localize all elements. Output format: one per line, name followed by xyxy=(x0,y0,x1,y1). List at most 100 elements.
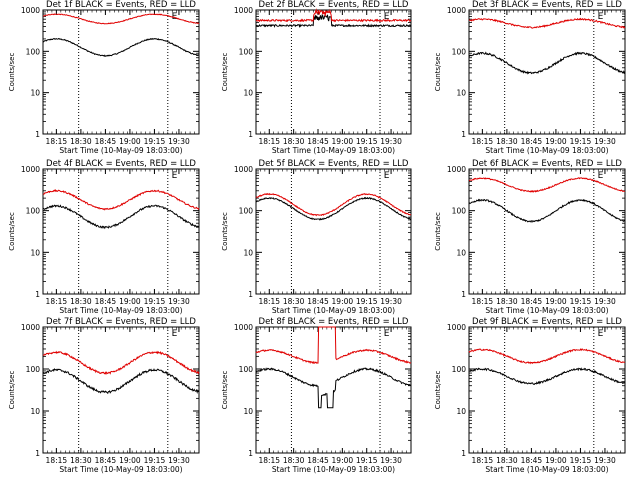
x-tick-label: 18:15 xyxy=(46,297,68,306)
y-tick-label: 1 xyxy=(461,290,466,299)
panel-title: Det 6f BLACK = Events, RED = LLD xyxy=(472,159,622,169)
y-tick-label: 1000 xyxy=(447,6,466,15)
y-axis-label: Counts/sec xyxy=(8,212,16,251)
annotation-label: E xyxy=(598,171,604,181)
y-tick-label: 100 xyxy=(239,207,254,216)
annotation-label: E xyxy=(598,329,604,339)
y-tick-label: 1 xyxy=(248,290,253,299)
y-tick-label: 10 xyxy=(243,89,253,98)
x-tick-label: 19:15 xyxy=(144,297,166,306)
plot-frame xyxy=(255,168,412,295)
x-tick-label: 19:00 xyxy=(545,297,567,306)
annotation-label: E xyxy=(172,171,178,181)
plot-frame xyxy=(42,9,200,135)
x-tick-label: 19:00 xyxy=(119,297,141,306)
x-tick-label: 19:30 xyxy=(168,456,190,465)
panel-title: Det 3f BLACK = Events, RED = LLD xyxy=(472,0,622,10)
y-tick-label: 1 xyxy=(35,290,40,299)
y-tick-label: 10 xyxy=(30,407,40,416)
y-tick-label: 10 xyxy=(243,248,253,257)
annotation-label: E xyxy=(384,329,390,339)
x-tick-label: 19:30 xyxy=(380,456,402,465)
events-series-line xyxy=(468,367,626,385)
y-tick-label: 100 xyxy=(452,47,467,56)
y-tick-label: 10 xyxy=(30,89,40,98)
events-series-line xyxy=(255,367,412,409)
lld-series-line xyxy=(42,189,200,211)
lld-series-line xyxy=(255,326,412,364)
x-tick-label: 18:45 xyxy=(95,137,117,146)
y-tick-label: 100 xyxy=(26,365,41,374)
x-axis-label: Start Time (10-May-09 18:03:00) xyxy=(59,465,182,474)
x-tick-label: 18:45 xyxy=(307,137,329,146)
lld-series-line xyxy=(255,192,412,217)
panel-title: Det 2f BLACK = Events, RED = LLD xyxy=(259,0,409,10)
events-series-line xyxy=(42,204,200,230)
y-axis-label: Counts/sec xyxy=(434,53,442,92)
x-tick-label: 19:15 xyxy=(570,137,592,146)
plot-frame xyxy=(255,326,412,454)
x-tick-label: 18:30 xyxy=(496,137,518,146)
x-axis-label: Start Time (10-May-09 18:03:00) xyxy=(485,306,608,315)
x-axis-label: Start Time (10-May-09 18:03:00) xyxy=(485,146,608,155)
plot-frame xyxy=(255,9,412,135)
x-tick-label: 18:30 xyxy=(70,456,92,465)
x-tick-label: 18:30 xyxy=(70,137,92,146)
events-series-line xyxy=(255,14,412,29)
x-tick-label: 19:30 xyxy=(168,137,190,146)
y-tick-label: 100 xyxy=(26,47,41,56)
x-tick-label: 18:30 xyxy=(496,456,518,465)
panel-1: Det 1f BLACK = Events, RED = LLD Counts/s… xyxy=(8,0,200,155)
y-tick-label: 100 xyxy=(452,207,467,216)
y-tick-label: 10 xyxy=(30,248,40,257)
panel-2: Det 2f BLACK = Events, RED = LLD Counts/s… xyxy=(221,0,412,155)
panel-title: Det 7f BLACK = Events, RED = LLD xyxy=(46,317,196,327)
y-tick-label: 1 xyxy=(35,449,40,458)
y-tick-label: 1000 xyxy=(234,323,253,332)
y-axis-label: Counts/sec xyxy=(434,371,442,410)
y-tick-label: 1000 xyxy=(21,165,40,174)
x-tick-label: 18:15 xyxy=(472,456,494,465)
x-tick-label: 19:30 xyxy=(594,297,616,306)
x-tick-label: 19:30 xyxy=(168,297,190,306)
y-tick-label: 1 xyxy=(461,130,466,139)
panel-6: Det 6f BLACK = Events, RED = LLD Counts/s… xyxy=(434,159,626,315)
lld-series-line xyxy=(469,177,626,193)
y-tick-label: 1 xyxy=(35,130,40,139)
panel-3: Det 3f BLACK = Events, RED = LLD Counts/s… xyxy=(434,0,626,155)
x-tick-label: 18:30 xyxy=(283,137,305,146)
y-tick-label: 10 xyxy=(456,89,466,98)
x-tick-label: 18:15 xyxy=(46,456,68,465)
x-tick-label: 19:00 xyxy=(332,456,354,465)
plot-frame xyxy=(42,326,200,454)
panel-title: Det 8f BLACK = Events, RED = LLD xyxy=(259,317,409,327)
y-tick-label: 100 xyxy=(26,207,41,216)
x-axis-label: Start Time (10-May-09 18:03:00) xyxy=(59,146,182,155)
x-tick-label: 19:30 xyxy=(594,137,616,146)
y-axis-label: Counts/sec xyxy=(221,53,229,92)
x-tick-label: 18:15 xyxy=(258,297,280,306)
x-tick-label: 18:45 xyxy=(95,456,117,465)
x-tick-label: 18:30 xyxy=(496,297,518,306)
x-tick-label: 19:15 xyxy=(356,297,378,306)
annotation-label: E xyxy=(384,12,390,22)
x-tick-label: 18:45 xyxy=(95,297,117,306)
panel-title: Det 4f BLACK = Events, RED = LLD xyxy=(46,159,196,169)
x-tick-label: 19:00 xyxy=(119,137,141,146)
x-tick-label: 19:15 xyxy=(144,137,166,146)
x-tick-label: 19:15 xyxy=(570,297,592,306)
y-tick-label: 1 xyxy=(248,130,253,139)
y-tick-label: 1000 xyxy=(234,165,253,174)
lld-series-line xyxy=(468,348,626,365)
x-tick-label: 19:00 xyxy=(119,456,141,465)
y-tick-label: 10 xyxy=(456,407,466,416)
y-tick-label: 1000 xyxy=(21,6,40,15)
panel-title: Det 1f BLACK = Events, RED = LLD xyxy=(46,0,196,10)
y-tick-label: 1000 xyxy=(447,165,466,174)
x-tick-label: 19:00 xyxy=(545,456,567,465)
x-axis-label: Start Time (10-May-09 18:03:00) xyxy=(272,306,395,315)
x-tick-label: 19:15 xyxy=(144,456,166,465)
lld-series-line xyxy=(43,13,200,25)
x-tick-label: 19:15 xyxy=(570,456,592,465)
x-tick-label: 18:30 xyxy=(70,297,92,306)
